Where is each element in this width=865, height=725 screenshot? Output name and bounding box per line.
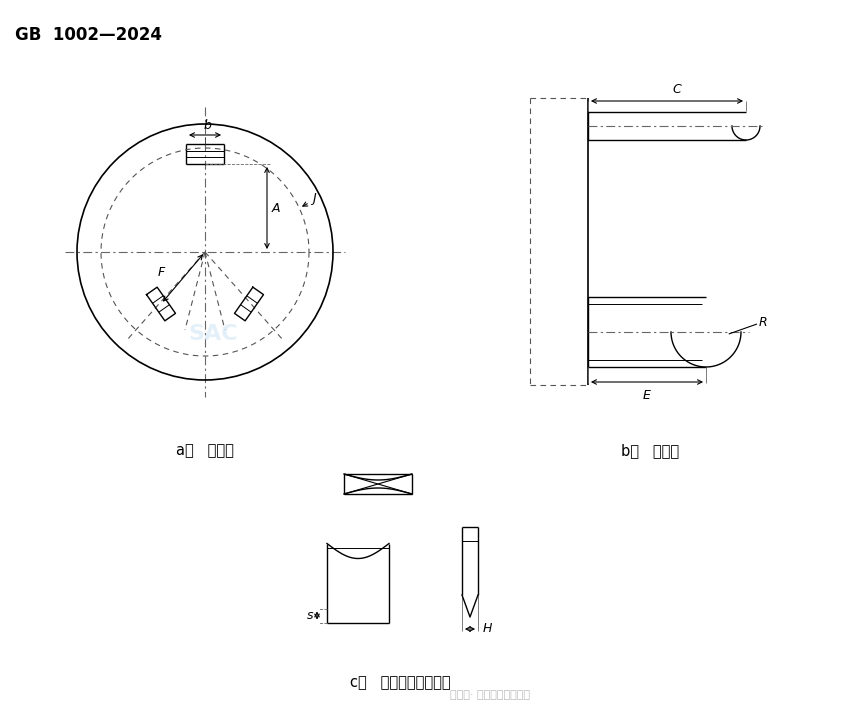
Text: E: E — [643, 389, 651, 402]
Text: C: C — [673, 83, 682, 96]
Text: H: H — [483, 623, 492, 636]
Text: A: A — [272, 202, 280, 215]
Text: F: F — [157, 265, 165, 278]
Text: SAC: SAC — [189, 324, 238, 344]
Text: J: J — [311, 192, 316, 205]
Text: GB  1002—2024: GB 1002—2024 — [15, 26, 162, 44]
Text: b）   侧视图: b） 侧视图 — [621, 443, 679, 458]
Text: c）   插销端部形状示例: c） 插销端部形状示例 — [349, 675, 451, 690]
Text: b: b — [203, 119, 211, 132]
Text: R: R — [759, 315, 767, 328]
Text: a）   正视图: a） 正视图 — [176, 443, 234, 458]
Text: 公众号· 韩帅的电气记事本: 公众号· 韩帅的电气记事本 — [450, 690, 530, 700]
Text: s: s — [306, 609, 313, 622]
